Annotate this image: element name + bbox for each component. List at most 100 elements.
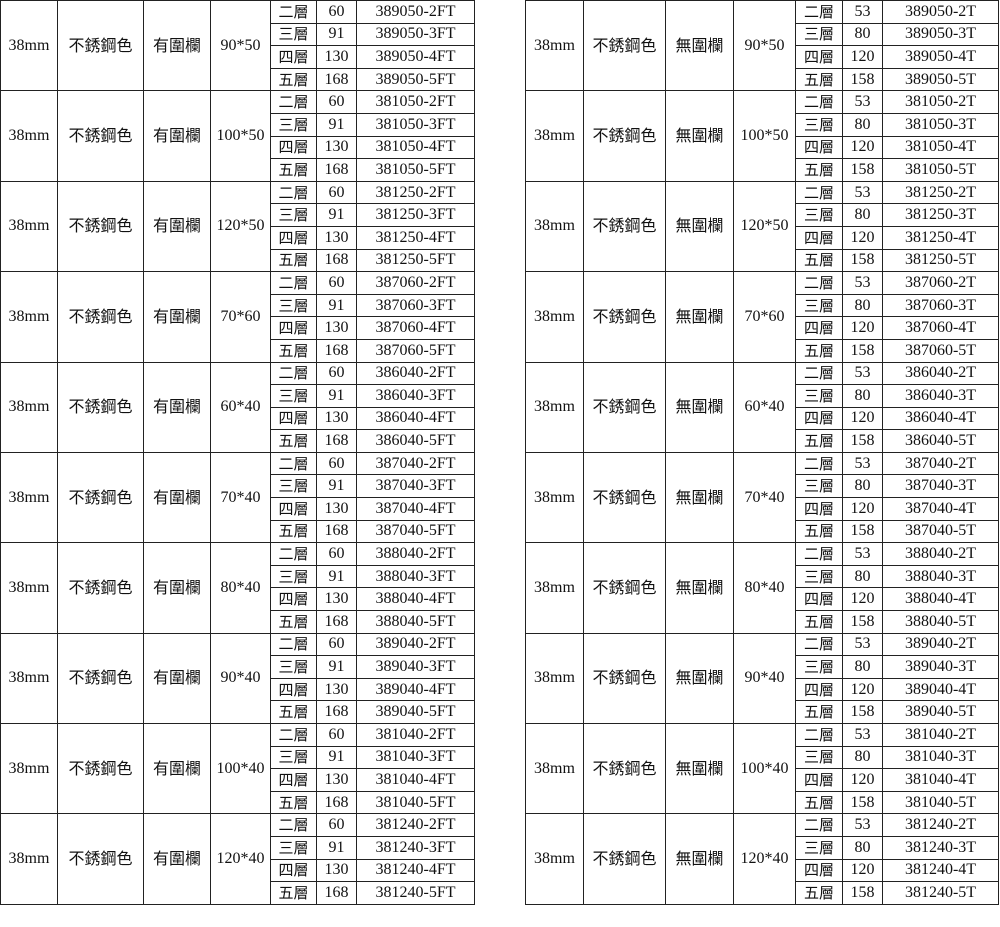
size-cell: 80*40	[210, 542, 271, 634]
table-row: 四層 120 381240-4T	[526, 858, 999, 883]
model-code-cell: 381240-5FT	[356, 881, 475, 905]
quantity-cell: 91	[316, 564, 357, 589]
color-cell: 不銹鋼色	[57, 632, 144, 725]
layer-cell: 四層	[270, 135, 317, 160]
model-code-cell: 381050-4T	[882, 135, 999, 160]
quantity-cell: 53	[842, 0, 883, 24]
table-row: 四層 120 389040-4T	[526, 677, 999, 702]
model-code-cell: 388040-5FT	[356, 610, 475, 634]
model-code-cell: 381240-3T	[882, 835, 999, 860]
quantity-cell: 80	[842, 745, 883, 770]
quantity-cell: 80	[842, 112, 883, 137]
quantity-cell: 53	[842, 542, 883, 566]
model-code-cell: 381050-2FT	[356, 90, 475, 114]
quantity-cell: 80	[842, 835, 883, 860]
table-row: 五層 168 389050-5FT	[1, 67, 475, 92]
model-code-cell: 389050-4FT	[356, 45, 475, 69]
table-row: 三層 80 381040-3T	[526, 745, 999, 770]
layer-cell: 二層	[795, 451, 843, 476]
model-code-cell: 381240-2T	[882, 813, 999, 837]
quantity-cell: 158	[842, 881, 883, 905]
railing-cell: 有圍欄	[143, 632, 211, 725]
model-code-cell: 387060-4FT	[356, 316, 475, 340]
model-code-cell: 389050-3FT	[356, 22, 475, 47]
table-row: 五層 168 381250-5FT	[1, 248, 475, 273]
layer-cell: 二層	[270, 0, 317, 24]
layer-cell: 二層	[270, 180, 317, 205]
quantity-cell: 120	[842, 858, 883, 883]
quantity-cell: 168	[316, 158, 357, 182]
layer-cell: 三層	[795, 293, 843, 318]
quantity-cell: 168	[316, 881, 357, 905]
quantity-cell: 130	[316, 677, 357, 702]
table-row: 四層 120 381250-4T	[526, 225, 999, 250]
size-cell: 120*40	[733, 813, 796, 905]
layer-cell: 五層	[270, 158, 317, 182]
layer-cell: 四層	[795, 406, 843, 431]
diameter-cell: 38mm	[525, 722, 584, 815]
diameter-cell: 38mm	[0, 722, 58, 815]
quantity-cell: 130	[316, 858, 357, 883]
model-code-cell: 381240-2FT	[356, 813, 475, 837]
quantity-cell: 168	[316, 429, 357, 453]
layer-cell: 三層	[270, 22, 317, 47]
model-code-cell: 388040-3T	[882, 564, 999, 589]
model-code-cell: 388040-2T	[882, 542, 999, 566]
color-cell: 不銹鋼色	[57, 361, 144, 453]
table-row: 四層 120 381050-4T	[526, 135, 999, 160]
size-cell: 120*50	[733, 180, 796, 273]
quantity-cell: 120	[842, 225, 883, 250]
diameter-cell: 38mm	[0, 90, 58, 182]
color-cell: 不銹鋼色	[583, 542, 666, 634]
quantity-cell: 120	[842, 768, 883, 792]
diameter-cell: 38mm	[525, 0, 584, 92]
model-code-cell: 381050-5FT	[356, 158, 475, 182]
color-cell: 不銹鋼色	[583, 361, 666, 453]
diameter-cell: 38mm	[0, 180, 58, 273]
layer-cell: 三層	[795, 655, 843, 679]
quantity-cell: 80	[842, 293, 883, 318]
table-row: 五層 158 387040-5T	[526, 519, 999, 544]
model-code-cell: 381050-3FT	[356, 112, 475, 137]
color-cell: 不銹鋼色	[583, 271, 666, 363]
table-row: 38mm 不銹鋼色 有圍欄 90*50 二層 60 389050-2FT	[0, 0, 475, 92]
table-row: 四層 130 389050-4FT	[1, 45, 475, 69]
size-cell: 70*40	[733, 451, 796, 544]
table-row: 五層 158 389040-5T	[526, 700, 999, 724]
railing-cell: 無圍欄	[665, 271, 734, 363]
model-code-cell: 389040-3FT	[356, 655, 475, 679]
size-cell: 90*50	[210, 0, 271, 92]
model-code-cell: 389040-2FT	[356, 632, 475, 657]
layer-cell: 三層	[795, 835, 843, 860]
table-row: 三層 91 387040-3FT	[1, 474, 475, 499]
layer-cell: 三層	[270, 835, 317, 860]
model-code-cell: 386040-3FT	[356, 384, 475, 408]
color-cell: 不銹鋼色	[57, 451, 144, 544]
quantity-cell: 130	[316, 587, 357, 612]
table-row: 四層 120 388040-4T	[526, 587, 999, 612]
layer-cell: 三層	[270, 474, 317, 499]
layer-cell: 五層	[270, 700, 317, 724]
quantity-cell: 120	[842, 316, 883, 340]
model-code-cell: 387040-2FT	[356, 451, 475, 476]
layer-cell: 二層	[795, 0, 843, 24]
railing-cell: 無圍欄	[665, 0, 734, 92]
quantity-cell: 60	[316, 90, 357, 114]
quantity-cell: 91	[316, 745, 357, 770]
quantity-cell: 80	[842, 22, 883, 47]
model-code-cell: 381250-4FT	[356, 225, 475, 250]
color-cell: 不銹鋼色	[57, 722, 144, 815]
layer-cell: 四層	[270, 45, 317, 69]
quantity-cell: 80	[842, 384, 883, 408]
table-row: 38mm 不銹鋼色 無圍欄 60*40 二層 53 386040-2T	[525, 361, 999, 453]
diameter-cell: 38mm	[525, 813, 584, 905]
diameter-cell: 38mm	[525, 632, 584, 725]
layer-cell: 二層	[795, 813, 843, 837]
table-row: 四層 130 381050-4FT	[1, 135, 475, 160]
quantity-cell: 168	[316, 700, 357, 724]
quantity-cell: 80	[842, 564, 883, 589]
layer-cell: 三層	[270, 384, 317, 408]
layer-cell: 四層	[270, 768, 317, 792]
model-code-cell: 389040-2T	[882, 632, 999, 657]
model-code-cell: 381240-5T	[882, 881, 999, 905]
